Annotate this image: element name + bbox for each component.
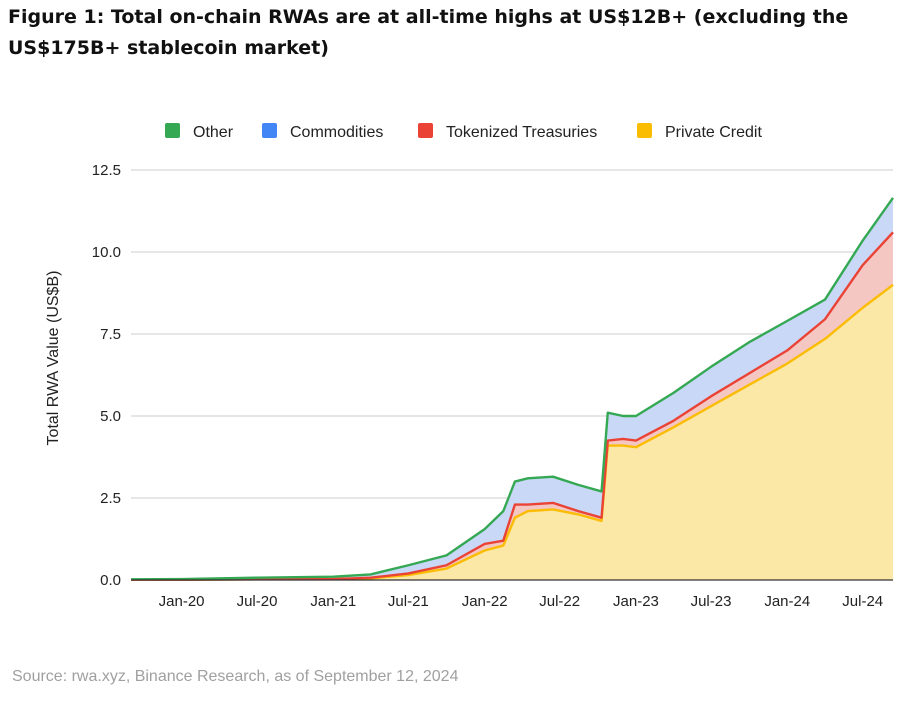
legend-swatch — [637, 123, 652, 138]
stacked-areas — [131, 197, 893, 580]
legend-swatch — [165, 123, 180, 138]
y-tick-label: 10.0 — [92, 244, 121, 261]
legend-label: Commodities — [290, 124, 383, 141]
x-tick-label: Jan-23 — [613, 593, 659, 610]
area-private-credit — [131, 284, 893, 580]
legend-item-other: Other — [165, 123, 234, 141]
area-other — [131, 197, 893, 580]
legend-swatch — [418, 123, 433, 138]
y-tick-label: 2.5 — [100, 490, 121, 507]
legend: Other Commodities Tokenized Treasuries Priv… — [165, 123, 762, 141]
y-tick-label: 0.0 — [100, 572, 121, 589]
legend-item-private-credit: Private Credit — [637, 123, 762, 141]
legend-item-commodities: Commodities — [262, 123, 383, 141]
source-note: Source: rwa.xyz, Binance Research, as of… — [12, 668, 459, 685]
x-tick-label: Jul-21 — [388, 593, 429, 610]
y-tick-label: 5.0 — [100, 408, 121, 425]
line-other — [130, 197, 894, 581]
legend-item-tokenized-treasuries: Tokenized Treasuries — [418, 123, 597, 141]
legend-label: Other — [193, 124, 234, 141]
line-tokenized-treasuries — [131, 231, 894, 581]
axes: 0.0 2.5 5.0 7.5 10.0 12.5 Jan-20 Jul-20 Jan-21 Ju… — [92, 162, 893, 610]
x-tick-label: Jan-24 — [764, 593, 810, 610]
x-tick-label: Jan-21 — [310, 593, 356, 610]
x-tick-label: Jul-23 — [691, 593, 732, 610]
x-tick-label: Jan-20 — [159, 593, 205, 610]
y-tick-label: 12.5 — [92, 162, 121, 179]
legend-swatch — [262, 123, 277, 138]
y-tick-label: 7.5 — [100, 326, 121, 343]
x-tick-label: Jan-22 — [462, 593, 508, 610]
legend-label: Tokenized Treasuries — [446, 124, 597, 141]
series-lines — [130, 197, 894, 581]
x-tick-label: Jul-24 — [842, 593, 883, 610]
y-axis-label: Total RWA Value (US$B) — [45, 271, 62, 446]
x-tick-label: Jul-20 — [237, 593, 278, 610]
chart-title: Figure 1: Total on-chain RWAs are at all… — [8, 6, 849, 59]
legend-label: Private Credit — [665, 124, 762, 141]
x-tick-label: Jul-22 — [539, 593, 580, 610]
